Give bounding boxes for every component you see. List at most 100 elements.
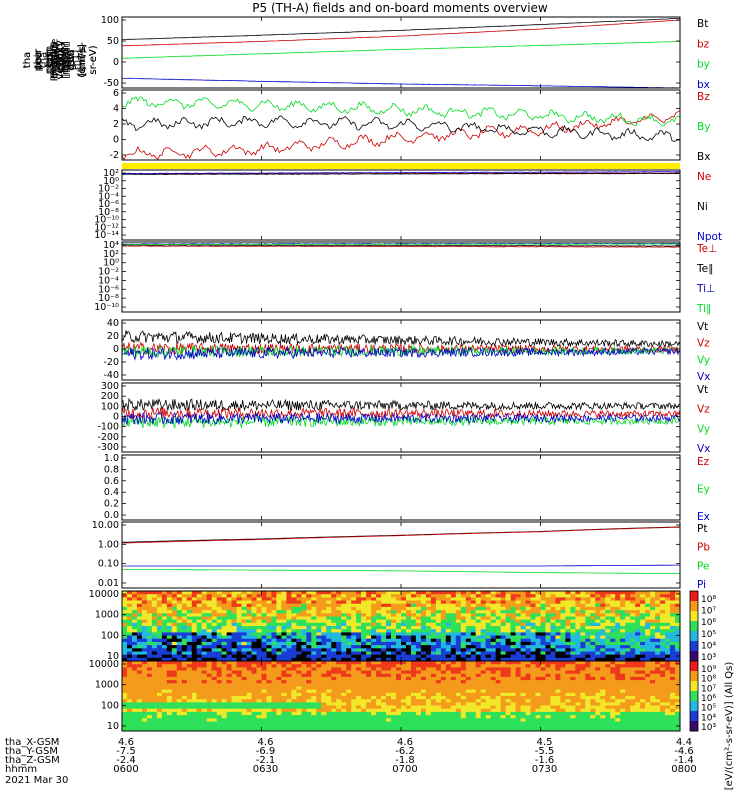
- y-tick-label: -300: [97, 442, 119, 453]
- y-tick-label: 0.8: [104, 464, 119, 475]
- colorbar-tick-label: 10⁸: [701, 595, 716, 605]
- legend-label: Bz: [697, 91, 710, 103]
- y-tick-label: 1.00: [98, 539, 119, 550]
- colorbar-tick-label: 10⁴: [701, 641, 716, 651]
- legend-label: Pe: [697, 560, 709, 572]
- y-tick-label: 40: [107, 318, 119, 329]
- legend-label: By: [697, 121, 710, 133]
- trace-Pt: [122, 527, 680, 542]
- y-tick-label: 0: [113, 344, 119, 355]
- legend-label: Vz: [697, 404, 710, 416]
- y-tick-label: -2: [110, 150, 119, 161]
- trace-Vt: [122, 399, 680, 411]
- y-tick-label: 0.4: [104, 487, 119, 498]
- panel-frame: [122, 455, 680, 520]
- y-tick-label: 6: [113, 88, 119, 99]
- y-tick-label: -40: [103, 370, 119, 381]
- colorbar-band: [690, 631, 698, 642]
- legend-label: by: [697, 59, 710, 71]
- legend-label: Ey: [697, 484, 710, 496]
- legend-label: Npot: [697, 231, 722, 243]
- colorbar-band: [690, 591, 698, 602]
- spectrogram-peir_spec: [122, 591, 681, 662]
- colorbar-tick-label: 10⁷: [701, 607, 716, 617]
- legend-label: Vt: [697, 321, 708, 333]
- trace-Pi: [122, 565, 680, 566]
- legend-label: Ti⊥: [696, 283, 715, 295]
- panel-frame: [122, 242, 680, 312]
- legend-label: Ne: [697, 171, 711, 183]
- quality-flag-bar: [122, 163, 680, 169]
- trace-Pe: [122, 569, 680, 573]
- legend-label: bz: [697, 38, 710, 50]
- legend-label: Vx: [697, 443, 710, 455]
- y-tick-label: 10⁻¹⁰: [94, 302, 119, 313]
- legend-label: Ex: [697, 511, 710, 523]
- lines-fgs_dlp: [122, 97, 680, 160]
- panel-frame: [122, 17, 680, 88]
- y-tick-label: 1000: [95, 610, 119, 621]
- lines-fgs: [122, 18, 680, 88]
- colorbar-band: [690, 651, 698, 662]
- colorbar-band: [690, 601, 698, 612]
- panel-frame: [122, 522, 680, 588]
- colorbar-tick-label: 10⁵: [701, 630, 716, 640]
- colorbar-tick-label: 10⁶: [701, 618, 716, 628]
- y-tick-label: 20: [107, 331, 119, 342]
- legend-label: Bt: [697, 18, 708, 30]
- legend-label: Pb: [697, 542, 710, 554]
- y-tick-label: 0.6: [104, 476, 119, 487]
- legend-label: Bx: [697, 151, 710, 163]
- legend-label: Ni: [697, 201, 708, 213]
- y-tick-label: 0: [113, 57, 119, 68]
- spectrogram-peer_spec: [122, 661, 681, 732]
- panel-temperature: 10⁴10²10⁰10⁻²10⁻⁴10⁻⁶10⁻⁸10⁻¹⁰magt3[eV]T…: [50, 44, 718, 315]
- lines-pressure: [122, 527, 680, 574]
- legend-label: Vy: [697, 423, 710, 435]
- panel-frame: [122, 383, 680, 452]
- legend-label: Ti∥: [696, 303, 711, 315]
- y-tick-label: 0.10: [98, 559, 119, 570]
- legend-label: Vz: [697, 338, 710, 350]
- y-tick-label: 0.2: [104, 499, 119, 510]
- panel-frame: [122, 170, 680, 240]
- trace-Bx: [122, 116, 680, 142]
- legend-label: Pi: [697, 579, 706, 591]
- y-tick-label: 2: [113, 119, 119, 130]
- colorbar-band: [690, 641, 698, 652]
- legend-label: Vy: [697, 354, 710, 366]
- legend-label: Te∥: [696, 263, 713, 275]
- colorbar-band: [690, 621, 698, 632]
- y-tick-label: 100: [101, 630, 119, 641]
- legend-label: Pt: [697, 523, 707, 535]
- y-tick-label: 1.0: [104, 453, 119, 464]
- trace-bz: [122, 20, 680, 46]
- y-tick-label: -20: [103, 357, 119, 368]
- colorbar-band: [690, 611, 698, 622]
- y-tick-label: 0.01: [98, 578, 119, 589]
- y-tick-label: 100: [101, 15, 119, 26]
- y-tick-label: 4: [113, 104, 119, 115]
- lines-peim_velocity: [122, 330, 680, 359]
- legend-label: bx: [697, 79, 710, 91]
- legend-label: Vx: [697, 371, 710, 383]
- legend-label: Ez: [697, 456, 710, 468]
- legend-label: Te⊥: [696, 243, 717, 255]
- lines-peem_velocity: [122, 399, 680, 428]
- y-tick-label: 50: [107, 36, 119, 47]
- trace-Bz: [122, 110, 680, 159]
- panel-frame: [122, 90, 680, 160]
- y-tick-label: 10000: [89, 589, 119, 600]
- y-tick-label: 10.00: [92, 520, 119, 531]
- y-tick-label: 0: [113, 135, 119, 146]
- trace-by: [122, 41, 680, 58]
- panel-density: 10²10⁰10⁻²10⁻⁴10⁻⁶10⁻⁸10⁻¹⁰10⁻¹²10⁻¹⁴Den…: [50, 41, 723, 243]
- plot-title: P5 (TH-A) fields and on-board moments ov…: [252, 1, 548, 15]
